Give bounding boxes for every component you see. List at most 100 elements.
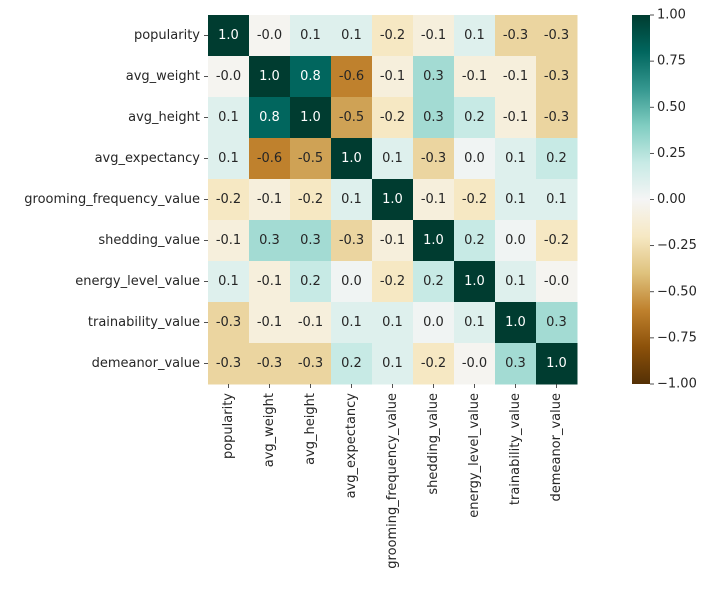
heatmap-cell [249, 343, 291, 385]
cell-value-label: 0.1 [218, 110, 239, 125]
heatmap-cell [331, 179, 373, 221]
column-tick-label: avg_expectancy [344, 393, 359, 499]
heatmap-cell [536, 56, 578, 98]
heatmap-cell [495, 220, 537, 262]
cell-value-label: 0.1 [341, 28, 362, 43]
cell-value-label: -0.1 [503, 110, 528, 125]
cell-value-label: 0.2 [341, 356, 362, 371]
cell-value-label: 0.2 [464, 110, 485, 125]
cell-value-label: 0.8 [259, 110, 280, 125]
heatmap-cell [208, 138, 250, 180]
heatmap-cell [290, 302, 332, 344]
cell-value-label: 0.3 [505, 356, 526, 371]
cell-value-label: -0.2 [421, 356, 446, 371]
heatmap-cell [413, 179, 455, 221]
cell-value-label: -0.3 [503, 28, 528, 43]
cell-value-label: -0.1 [298, 315, 323, 330]
row-tick-label: energy_level_value [75, 274, 200, 289]
cell-value-label: -0.0 [544, 274, 569, 289]
cell-value-label: 1.0 [464, 274, 485, 289]
cell-value-label: 0.0 [423, 315, 444, 330]
heatmap-cell [454, 261, 496, 303]
heatmap-cell [372, 261, 414, 303]
colorbar-tick-label: −0.25 [657, 238, 697, 253]
colorbar-tick-label: 0.00 [657, 192, 686, 207]
row-tick-label: trainability_value [88, 315, 200, 330]
cell-value-label: 0.0 [505, 233, 526, 248]
heatmap-cell [249, 179, 291, 221]
heatmap-cell [413, 343, 455, 385]
heatmap-cell [413, 261, 455, 303]
heatmap-cell [413, 302, 455, 344]
heatmap-cell [290, 138, 332, 180]
cell-value-label: -0.2 [544, 233, 569, 248]
heatmap-cell [372, 220, 414, 262]
heatmap-cell [413, 97, 455, 139]
cell-value-label: -0.1 [257, 192, 282, 207]
heatmap-cell [208, 343, 250, 385]
heatmap-cell [372, 97, 414, 139]
cell-value-label: 0.8 [300, 69, 321, 84]
cell-value-label: 0.1 [464, 28, 485, 43]
colorbar-tick-label: 0.25 [657, 146, 686, 161]
cell-value-label: -0.2 [462, 192, 487, 207]
cell-value-label: 0.1 [341, 192, 362, 207]
heatmap-cell [536, 261, 578, 303]
heatmap-cell [536, 138, 578, 180]
cell-value-label: 1.0 [341, 151, 362, 166]
heatmap-cell [454, 220, 496, 262]
row-tick-label: avg_weight [126, 69, 200, 84]
colorbar-tick-label: 0.50 [657, 100, 686, 115]
cell-value-label: -0.1 [380, 233, 405, 248]
cell-value-label: -0.3 [216, 315, 241, 330]
cell-value-label: 1.0 [546, 356, 567, 371]
cell-value-label: 0.3 [423, 69, 444, 84]
colorbar-tick-label: −1.00 [657, 377, 697, 392]
cell-value-label: 0.3 [259, 233, 280, 248]
heatmap-cell [495, 343, 537, 385]
cell-value-label: -0.3 [544, 28, 569, 43]
heatmap-cell [290, 179, 332, 221]
colorbar-tick-label: 1.00 [657, 8, 686, 23]
heatmap-annotations: 1.0 -0.0 0.1 0.1 -0.2 -0.1 0.1 -0.3 -0.3 -0.0 1.0 0… [216, 28, 569, 371]
heatmap-cell [290, 15, 332, 57]
cell-value-label: -0.1 [257, 274, 282, 289]
heatmap-cell [454, 179, 496, 221]
heatmap-cell [495, 56, 537, 98]
heatmap-cell [208, 261, 250, 303]
colorbar [632, 15, 650, 384]
column-tick-label: energy_level_value [467, 393, 482, 518]
column-tick-label: trainability_value [508, 393, 523, 505]
cell-value-label: -0.0 [257, 28, 282, 43]
heatmap-cell [249, 302, 291, 344]
heatmap-cell [495, 15, 537, 57]
heatmap-cell [290, 261, 332, 303]
heatmap-cell [536, 302, 578, 344]
cell-value-label: 1.0 [505, 315, 526, 330]
cell-value-label: 1.0 [259, 69, 280, 84]
heatmap-cell [413, 220, 455, 262]
cell-value-label: 0.1 [382, 315, 403, 330]
cell-value-label: 0.3 [423, 110, 444, 125]
cell-value-label: -0.3 [216, 356, 241, 371]
cell-value-label: -0.1 [216, 233, 241, 248]
row-tick-labels: popularity avg_weight avg_height avg_expect… [24, 28, 208, 371]
cell-value-label: 0.1 [218, 274, 239, 289]
column-tick-label: demeanor_value [549, 393, 564, 501]
column-tick-label: avg_weight [262, 393, 277, 467]
heatmap-cell [249, 97, 291, 139]
cell-value-label: -0.2 [216, 192, 241, 207]
heatmap-cell [331, 220, 373, 262]
row-tick-label: avg_height [128, 110, 200, 125]
heatmap-cell [208, 302, 250, 344]
cell-value-label: 1.0 [218, 28, 239, 43]
heatmap-cell [208, 97, 250, 139]
cell-value-label: -0.0 [462, 356, 487, 371]
heatmap-cell [495, 261, 537, 303]
colorbar-tick-label: −0.50 [657, 284, 697, 299]
heatmap-cell [454, 97, 496, 139]
heatmap-cell [249, 261, 291, 303]
heatmap-cell [331, 138, 373, 180]
heatmap-cell [290, 343, 332, 385]
heatmap-cell [331, 343, 373, 385]
